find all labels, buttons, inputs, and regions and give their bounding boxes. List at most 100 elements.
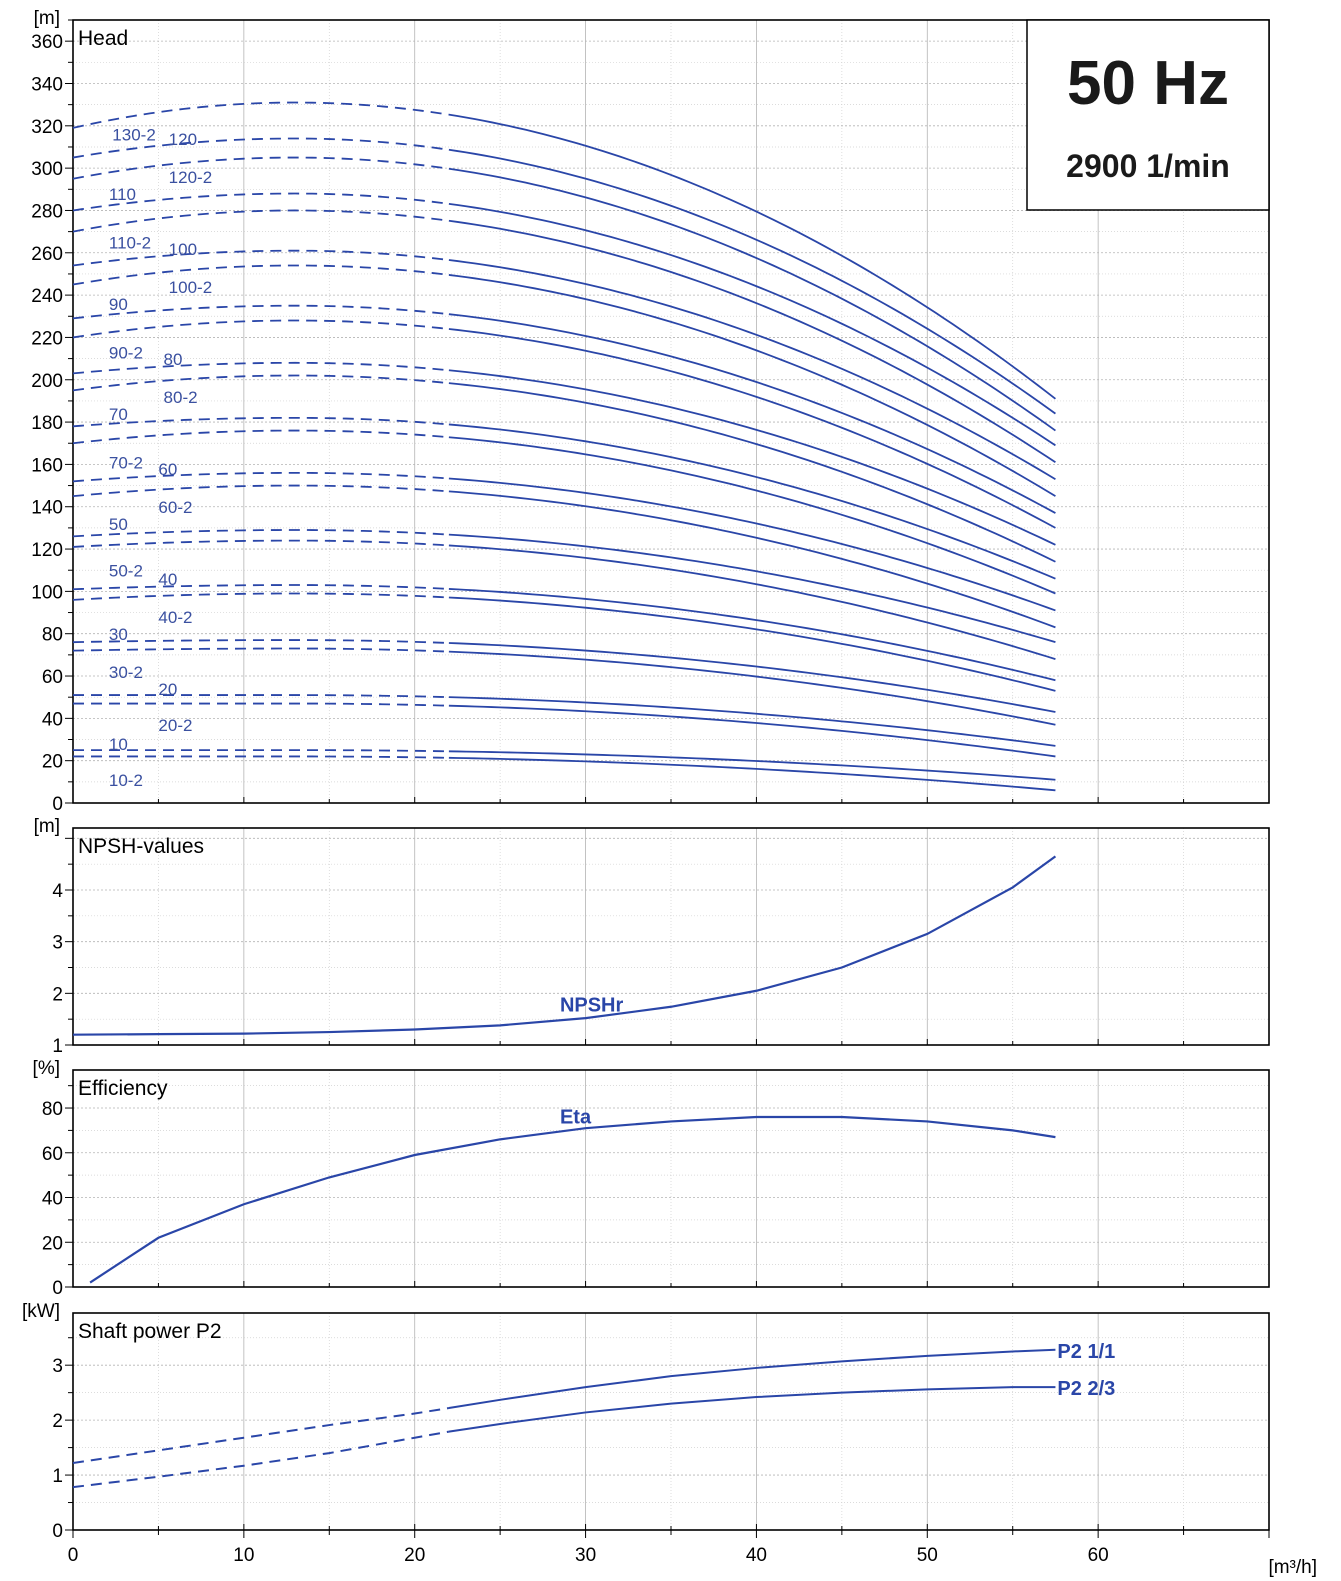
y-tick-label: 3 (52, 933, 63, 954)
y-tick-label: 280 (31, 201, 63, 222)
y-tick-label: 300 (31, 159, 63, 180)
power-series-label: P2 2/3 (1057, 1378, 1115, 1400)
y-tick-label: 80 (42, 1099, 63, 1120)
head-curve (448, 202, 1056, 447)
y-tick-label: 40 (42, 709, 63, 730)
x-axis: [m³/h] 0 10 20 30 40 50 60 (68, 1530, 1317, 1578)
curve-label: 100-2 (169, 278, 212, 297)
curve-label: 130-2 (112, 126, 155, 145)
curve-label: 60-2 (158, 498, 192, 517)
curve-label: 20-2 (158, 716, 192, 735)
panel-title: Efficiency (78, 1077, 168, 1100)
y-tick-label: 100 (31, 582, 63, 603)
efficiency-series-label: Eta (560, 1107, 592, 1129)
head-curve (448, 750, 1056, 781)
head-curve (448, 113, 1056, 400)
panel-efficiency: 0 20 40 60 80 [%] Efficiency Eta (33, 1058, 1270, 1299)
curve-label: 110-2 (109, 234, 151, 253)
head-curve (448, 756, 1056, 792)
curve-label: 10 (109, 735, 128, 754)
x-tick-label: 10 (233, 1545, 254, 1566)
head-curve (448, 533, 1056, 644)
curve-label: 40-2 (158, 608, 192, 627)
head-curve-dashed (72, 156, 450, 180)
head-curve-dashed (72, 192, 450, 212)
head-curve-dashed (72, 592, 449, 601)
curve-label: 120-2 (169, 168, 212, 187)
head-curve-dashed (72, 304, 449, 320)
head-curve (448, 704, 1056, 758)
head-curve (448, 369, 1056, 546)
y-tick-label: 340 (31, 74, 63, 95)
y-tick-label: 0 (52, 1521, 63, 1542)
head-curve (448, 313, 1056, 514)
y-tick-label: 20 (42, 1233, 63, 1254)
panel-title: NPSH-values (78, 835, 204, 858)
head-curve-dashed (72, 484, 449, 498)
head-curve (448, 588, 1056, 682)
curve-label: 30-2 (109, 663, 143, 682)
curve-label: 50-2 (109, 562, 143, 581)
head-curve (448, 650, 1056, 726)
head-curve-dashed (73, 755, 449, 759)
head-curve (448, 382, 1056, 563)
y-tick-label: 40 (42, 1189, 63, 1210)
curve-label: 90-2 (109, 344, 143, 363)
panel-title: Head (78, 27, 128, 50)
power-curve (448, 1348, 1056, 1410)
y-tick-label: 3 (52, 1356, 63, 1377)
y-tick-label: 200 (31, 371, 63, 392)
head-curve-dashed (72, 584, 449, 591)
x-tick-label: 30 (575, 1545, 596, 1566)
y-tick-label: 260 (31, 244, 63, 265)
head-curve (448, 148, 1056, 415)
head-curve-dashed (72, 429, 449, 445)
curve-label: 110 (109, 185, 136, 204)
head-curve-dashed (73, 694, 449, 699)
head-curve (448, 596, 1056, 692)
chart-panels: 0204060801001201401601802002202402602803… (22, 8, 1270, 1542)
panel-npsh: 1 2 3 4 [m] NPSH-values NPSHr (34, 816, 1270, 1057)
y-tick-label: 360 (31, 32, 63, 53)
npsh-series-label: NPSHr (560, 994, 624, 1016)
y-tick-label: 140 (31, 498, 63, 519)
head-curve (448, 167, 1056, 432)
power-curve-dashed (72, 1407, 450, 1464)
power-series-label: P2 1/1 (1057, 1341, 1115, 1363)
y-tick-label: 240 (31, 286, 63, 307)
head-curve (448, 259, 1056, 480)
panel-head: 0 20 40 60 80 100 120 140 160 180 200 220 240 260 280 3… (31, 8, 1270, 815)
curve-label: 60 (158, 460, 177, 479)
y-tick-label: 320 (31, 117, 63, 138)
head-curve (448, 490, 1056, 629)
y-tick-label: 220 (31, 328, 63, 349)
head-curve-dashed (72, 374, 449, 392)
y-tick-label: 4 (52, 881, 63, 902)
power-curve (448, 1386, 1056, 1433)
curve-label: 10-2 (109, 771, 143, 790)
head-curve-dashed (72, 647, 449, 653)
y-tick-label: 60 (42, 1144, 63, 1165)
head-curve-dashed (72, 361, 449, 375)
y-axis-unit: [%] (33, 1058, 60, 1079)
y-tick-label: 1 (52, 1036, 63, 1057)
y-tick-label: 160 (31, 455, 63, 476)
head-curve-dashed (73, 702, 449, 707)
head-curve-dashed (72, 319, 449, 339)
curve-label: 100 (169, 240, 197, 259)
curve-label: 50 (109, 515, 128, 534)
head-curve-dashed (72, 529, 449, 538)
head-curve (448, 328, 1056, 529)
y-tick-label: 120 (31, 540, 63, 561)
x-tick-label: 60 (1088, 1545, 1109, 1566)
head-curve (448, 544, 1056, 660)
y-axis-unit: [m] (34, 816, 60, 837)
head-curve-dashed (72, 137, 450, 159)
y-axis-unit: [m] (34, 8, 60, 29)
x-tick-label: 50 (917, 1545, 938, 1566)
speed-label: 2900 1/min (1066, 148, 1230, 184)
head-curve (448, 423, 1056, 580)
y-tick-label: 2 (52, 984, 63, 1005)
head-curve-dashed (72, 471, 449, 483)
